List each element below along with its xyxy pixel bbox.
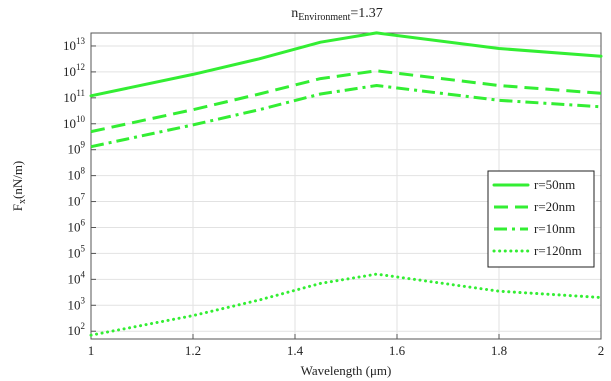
series-line-0 — [89, 31, 603, 98]
y-tick-label: 1011 — [63, 88, 85, 105]
y-tick-exponent: 4 — [81, 269, 86, 279]
y-tick-exponent: 12 — [76, 62, 85, 72]
plot-frame — [90, 32, 602, 340]
y-axis-label: Fx(nN/m) — [10, 161, 28, 212]
y-tick-label: 1010 — [63, 114, 86, 131]
y-tick-exponent: 10 — [76, 114, 86, 124]
y-tick-exponent: 2 — [81, 321, 86, 331]
series-group — [89, 31, 603, 337]
y-tick-base: 10 — [63, 38, 76, 53]
y-tick-base: 10 — [68, 245, 81, 260]
y-tick-base: 10 — [63, 64, 76, 79]
x-tick-label: 1.8 — [491, 343, 507, 358]
y-tick-base: 10 — [63, 90, 76, 105]
y-axis-label-base: F — [10, 204, 25, 211]
x-tick-label: 1.2 — [185, 343, 201, 358]
x-tick-label: 1.6 — [389, 343, 406, 358]
legend-label: r=20nm — [534, 199, 575, 214]
y-tick-label: 105 — [68, 243, 86, 260]
y-tick-label: 104 — [68, 269, 86, 286]
series-line-2 — [90, 84, 602, 149]
x-tick-label: 1 — [88, 343, 95, 358]
chart-title-base: n — [291, 6, 298, 21]
y-tick-base: 10 — [68, 271, 81, 286]
y-tick-label: 1013 — [63, 36, 86, 53]
x-tick-label: 1.4 — [287, 343, 304, 358]
y-tick-label: 102 — [68, 321, 86, 338]
y-tick-base: 10 — [68, 168, 81, 183]
y-tick-label: 106 — [68, 217, 86, 234]
x-tick-label: 2 — [598, 343, 605, 358]
chart-title-sub: Environment — [298, 12, 350, 23]
y-tick-base: 10 — [68, 219, 81, 234]
y-tick-exponent: 13 — [76, 36, 86, 46]
y-tick-exponent: 7 — [81, 192, 86, 202]
y-tick-exponent: 9 — [81, 140, 86, 150]
y-tick-base: 10 — [63, 116, 76, 131]
y-tick-label: 1012 — [63, 62, 85, 79]
y-tick-exponent: 5 — [81, 243, 86, 253]
y-tick-base: 10 — [68, 142, 81, 157]
ticks: 1 1.2 1.4 1.6 1.8 210210310410510610710810910… — [63, 36, 604, 358]
y-tick-exponent: 11 — [76, 88, 85, 98]
y-tick-base: 10 — [68, 297, 81, 312]
y-tick-base: 10 — [68, 323, 81, 338]
legend-label: r=120nm — [534, 243, 582, 258]
y-axis-label-sub: x — [17, 199, 28, 204]
legend-label: r=50nm — [534, 177, 575, 192]
legend-label: r=10nm — [534, 221, 575, 236]
y-tick-label: 103 — [68, 295, 86, 312]
series-line-3 — [89, 272, 603, 337]
y-tick-label: 108 — [68, 166, 86, 183]
series-line-1 — [90, 69, 602, 134]
y-tick-exponent: 8 — [81, 166, 86, 176]
chart-title: nEnvironment=1.37 — [291, 6, 383, 23]
chart-title-suffix: =1.37 — [350, 6, 382, 21]
y-tick-label: 109 — [68, 140, 86, 157]
legend: r=50nm r=20nm r=10nm r=120nm — [487, 170, 595, 268]
y-axis-label-suffix: (nN/m) — [10, 161, 25, 199]
x-axis-label: Wavelength (μm) — [301, 363, 392, 378]
y-tick-exponent: 3 — [81, 295, 86, 305]
y-tick-exponent: 6 — [81, 217, 86, 227]
y-tick-base: 10 — [68, 194, 81, 209]
y-tick-label: 107 — [68, 192, 86, 209]
